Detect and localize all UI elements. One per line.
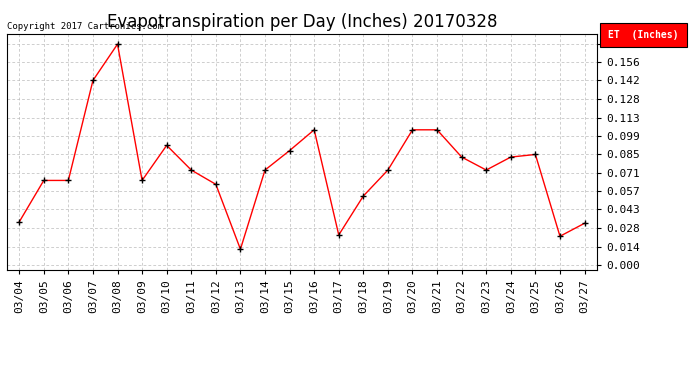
Text: Copyright 2017 Cartronics.com: Copyright 2017 Cartronics.com: [7, 22, 163, 32]
Title: Evapotranspiration per Day (Inches) 20170328: Evapotranspiration per Day (Inches) 2017…: [107, 13, 497, 31]
Text: ET  (Inches): ET (Inches): [608, 30, 679, 40]
